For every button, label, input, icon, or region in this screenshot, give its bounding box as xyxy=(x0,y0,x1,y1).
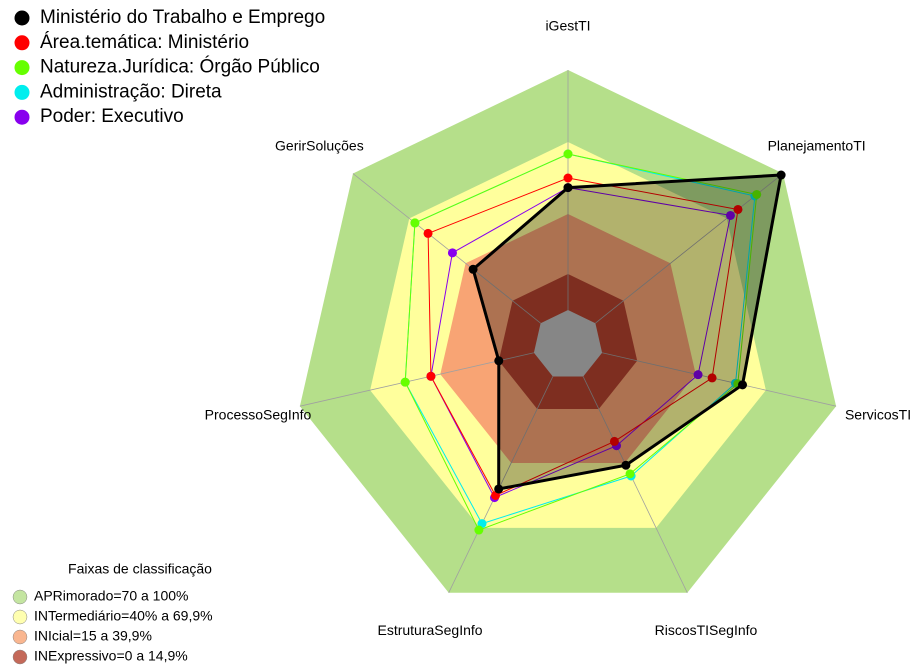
series-point xyxy=(400,377,410,387)
series-point xyxy=(621,460,631,470)
band-legend-text: INTermediário=40% a 69,9% xyxy=(34,608,213,624)
series-point xyxy=(410,218,420,228)
center-hole xyxy=(533,310,603,377)
series-point xyxy=(693,370,703,380)
series-point xyxy=(494,356,504,366)
series-point xyxy=(563,183,573,193)
legend-text: Ministério do Trabalho e Emprego xyxy=(40,7,325,28)
series-area xyxy=(427,177,739,497)
axis-label: ServicosTI xyxy=(845,406,911,422)
band-legend-marker xyxy=(12,609,28,625)
series-point xyxy=(738,380,748,390)
axis-label: iGestTI xyxy=(545,18,590,34)
band-legend-marker xyxy=(12,649,28,665)
series-point xyxy=(423,228,433,238)
series-point xyxy=(494,484,504,494)
legend-text: Área.temática: Ministério xyxy=(40,32,249,53)
series-point xyxy=(474,525,484,535)
axis-label: PlanejamentoTI xyxy=(768,137,866,153)
band-legend-text: INExpressivo=0 a 14,9% xyxy=(34,648,188,664)
series-point xyxy=(468,264,478,274)
legend-marker xyxy=(14,35,30,51)
band-legend-marker xyxy=(12,629,28,645)
spoke xyxy=(448,376,554,593)
spoke xyxy=(582,376,688,593)
spoke xyxy=(352,173,541,324)
legend-text: Administração: Direta xyxy=(40,81,222,102)
series-point xyxy=(725,210,735,220)
band-legend-text: INIcial=15 a 39,9% xyxy=(34,628,152,644)
legend-text: Natureza.Jurídica: Órgão Público xyxy=(40,56,320,78)
series-area xyxy=(430,187,732,499)
axis-label: EstruturaSegInfo xyxy=(377,622,482,638)
series-point xyxy=(776,170,786,180)
series-point xyxy=(447,248,457,258)
legend-marker xyxy=(14,10,30,26)
series-point xyxy=(752,189,762,199)
series-point xyxy=(625,469,635,479)
legend-marker xyxy=(14,84,30,100)
band-legend-text: APRimorado=70 a 100% xyxy=(34,588,189,604)
series-point xyxy=(609,436,619,446)
axis-label: RiscosTISegInfo xyxy=(655,622,758,638)
axis-label: GerirSoluções xyxy=(275,137,364,153)
legend-marker xyxy=(14,60,30,76)
series-area xyxy=(471,173,783,491)
series-point xyxy=(733,204,743,214)
spoke xyxy=(602,352,837,407)
legend-text: Poder: Executivo xyxy=(40,106,184,127)
series-point xyxy=(426,371,436,381)
series-point xyxy=(707,373,717,383)
bands-title: Faixas de classificação xyxy=(68,561,212,577)
series-area xyxy=(404,153,758,531)
series-point xyxy=(563,173,573,183)
band-legend-marker xyxy=(12,589,28,605)
axis-label: ProcessoSegInfo xyxy=(205,406,312,422)
series-point xyxy=(563,149,573,159)
legend-marker xyxy=(14,109,30,125)
